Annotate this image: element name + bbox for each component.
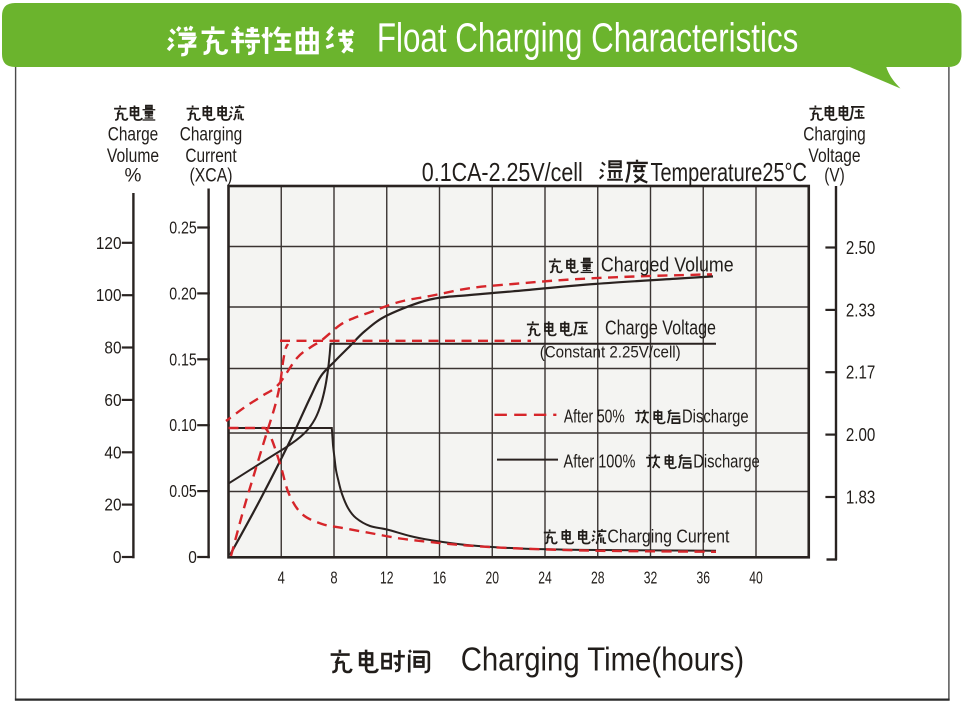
svg-text:60: 60: [104, 390, 121, 410]
svg-text:20: 20: [104, 495, 121, 515]
svg-text:32: 32: [644, 568, 658, 588]
svg-text:%: %: [125, 166, 142, 187]
svg-text:0.1CA-2.25V/cell: 0.1CA-2.25V/cell: [422, 157, 583, 187]
svg-text:Charging: Charging: [180, 125, 243, 146]
svg-text:Charging: Charging: [803, 125, 866, 146]
svg-text:36: 36: [697, 568, 711, 588]
svg-text:12: 12: [380, 568, 394, 588]
svg-text:Charge: Charge: [108, 125, 159, 146]
svg-text:Charge Voltage: Charge Voltage: [605, 318, 716, 340]
svg-text:0: 0: [188, 547, 197, 567]
svg-text:2.33: 2.33: [846, 299, 875, 320]
svg-text:40: 40: [749, 568, 763, 588]
svg-text:0.05: 0.05: [169, 481, 197, 501]
svg-text:20: 20: [486, 568, 500, 588]
svg-text:0.15: 0.15: [169, 349, 197, 369]
svg-text:(XCA): (XCA): [190, 166, 233, 187]
svg-text:16: 16: [433, 568, 447, 588]
svg-text:0.25: 0.25: [169, 218, 197, 238]
svg-text:0: 0: [113, 547, 122, 567]
svg-text:2.50: 2.50: [846, 237, 875, 258]
svg-text:0.20: 0.20: [169, 283, 197, 303]
svg-text:(Constant 2.25V/cell): (Constant 2.25V/cell): [540, 344, 681, 362]
svg-text:(V): (V): [824, 166, 845, 187]
svg-text:Volume: Volume: [107, 146, 159, 167]
svg-text:Voltage: Voltage: [808, 146, 860, 167]
svg-text:Current: Current: [185, 146, 237, 167]
svg-text:Discharge: Discharge: [693, 451, 760, 471]
svg-text:Charged Volume: Charged Volume: [601, 255, 734, 277]
svg-text:After 50%: After 50%: [564, 407, 625, 427]
svg-text:Temperature25°C: Temperature25°C: [651, 157, 807, 187]
svg-text:0.10: 0.10: [169, 415, 197, 435]
svg-text:2.00: 2.00: [846, 424, 875, 445]
svg-text:Charging Current: Charging Current: [607, 527, 729, 547]
svg-text:8: 8: [330, 568, 337, 588]
svg-text:24: 24: [538, 568, 552, 588]
svg-text:120: 120: [96, 233, 122, 253]
svg-text:Discharge: Discharge: [682, 407, 749, 427]
svg-text:Charging Time(hours): Charging Time(hours): [461, 642, 745, 679]
svg-text:40: 40: [104, 442, 121, 462]
svg-text:4: 4: [278, 568, 285, 588]
svg-text:After 100%: After 100%: [564, 451, 636, 471]
svg-text:100: 100: [96, 285, 122, 305]
svg-text:28: 28: [591, 568, 605, 588]
svg-text:1.83: 1.83: [846, 487, 875, 508]
svg-text:80: 80: [104, 338, 121, 358]
svg-text:2.17: 2.17: [846, 362, 875, 383]
svg-text:Float Charging Characteristics: Float Charging Characteristics: [377, 15, 798, 61]
